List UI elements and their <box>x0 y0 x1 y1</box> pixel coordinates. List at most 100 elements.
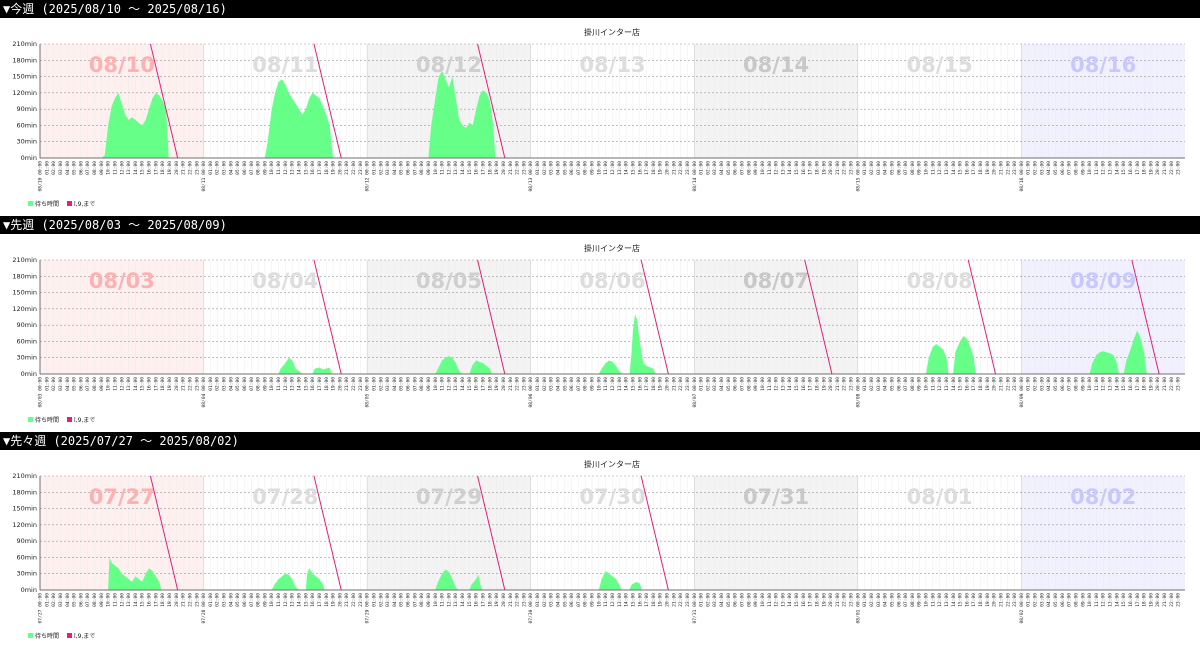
x-tick-label: 22:00 <box>351 593 357 607</box>
chart-title: 掛川インター店 <box>584 27 640 37</box>
x-tick-hour: 00:00 <box>1019 161 1025 175</box>
x-tick-label: 16:00 <box>147 161 153 175</box>
x-tick-label: 11:00 <box>112 593 118 607</box>
x-tick-label: 15:00 <box>303 593 309 607</box>
x-tick-label: 07:00 <box>576 161 582 175</box>
day-label: 08/13 <box>579 53 645 77</box>
day-label: 08/05 <box>416 269 482 293</box>
x-tick-label: 08:00 <box>419 593 425 607</box>
x-tick-label: 14:00 <box>624 593 630 607</box>
x-tick-label: 23:00 <box>1176 593 1182 607</box>
x-tick-label: 18:00 <box>651 377 657 391</box>
x-tick-label: 22:00 <box>187 593 193 607</box>
x-tick-day-prefix: 08/15 <box>855 177 861 191</box>
x-tick-label: 11:00 <box>603 377 609 391</box>
x-tick-label: 06:00 <box>733 593 739 607</box>
legend-label-wait: 待ち時間 <box>35 416 59 424</box>
x-tick-label: 03:00 <box>712 161 718 175</box>
x-tick-label: 08:00 <box>92 377 98 391</box>
x-tick-label: 02:00 <box>51 161 57 175</box>
x-tick-label: 03:00 <box>1039 593 1045 607</box>
x-tick-label: 08/11 00:00 <box>201 161 207 192</box>
x-tick-label: 03:00 <box>58 161 64 175</box>
x-tick-label: 23:00 <box>521 161 527 175</box>
day-label: 07/30 <box>579 485 645 509</box>
x-tick-label: 14:00 <box>951 377 957 391</box>
x-tick-label: 21:00 <box>998 377 1004 391</box>
x-tick-label: 23:00 <box>685 377 691 391</box>
x-tick-label: 20:00 <box>828 377 834 391</box>
x-tick-label: 18:00 <box>978 161 984 175</box>
x-tick-label: 19:00 <box>331 161 337 175</box>
x-tick-hour: 00:00 <box>528 377 534 391</box>
x-tick-label: 07/28 00:00 <box>201 593 207 624</box>
x-tick-label: 02:00 <box>1033 377 1039 391</box>
legend-swatch-until <box>67 201 72 206</box>
x-tick-label: 21:00 <box>835 161 841 175</box>
x-tick-label: 03:00 <box>712 377 718 391</box>
x-tick-label: 03:00 <box>385 161 391 175</box>
x-tick-label: 06:00 <box>569 377 575 391</box>
x-tick-label: 14:00 <box>624 377 630 391</box>
x-tick-label: 11:00 <box>112 161 118 175</box>
day-label: 07/29 <box>416 485 482 509</box>
x-tick-label: 04:00 <box>228 377 234 391</box>
x-tick-label: 18:00 <box>814 593 820 607</box>
x-tick-label: 04:00 <box>1046 377 1052 391</box>
x-tick-label: 15:00 <box>467 377 473 391</box>
x-tick-label: 21:00 <box>998 161 1004 175</box>
x-tick-label: 09:00 <box>99 161 105 175</box>
x-tick-label: 04:00 <box>555 593 561 607</box>
x-tick-label: 08:00 <box>92 161 98 175</box>
x-tick-label: 16:00 <box>801 377 807 391</box>
x-tick-label: 02:00 <box>705 377 711 391</box>
x-tick-label: 11:00 <box>1094 593 1100 607</box>
x-tick-label: 12:00 <box>1101 377 1107 391</box>
chart-title: 掛川インター店 <box>584 243 640 253</box>
x-tick-label: 17:00 <box>317 593 323 607</box>
x-tick-label: 11:00 <box>930 593 936 607</box>
x-tick-label: 20:00 <box>337 161 343 175</box>
x-tick-label: 16:00 <box>147 377 153 391</box>
day-label: 08/08 <box>907 269 973 293</box>
x-tick-label: 21:00 <box>344 377 350 391</box>
x-tick-label: 08/06 00:00 <box>528 377 534 408</box>
x-tick-label: 16:00 <box>637 593 643 607</box>
x-tick-label: 09:00 <box>1080 377 1086 391</box>
x-tick-label: 19:00 <box>1148 161 1154 175</box>
x-tick-label: 16:00 <box>1128 593 1134 607</box>
x-tick-label: 19:00 <box>167 161 173 175</box>
x-tick-day-prefix: 08/12 <box>365 177 371 191</box>
x-tick-label: 10:00 <box>269 377 275 391</box>
x-tick-label: 05:00 <box>399 161 405 175</box>
x-tick-label: 11:00 <box>603 593 609 607</box>
x-tick-label: 17:00 <box>153 161 159 175</box>
x-tick-label: 19:00 <box>494 161 500 175</box>
x-tick-label: 22:00 <box>1169 161 1175 175</box>
x-tick-label: 07/29 00:00 <box>365 593 371 624</box>
x-tick-label: 14:00 <box>460 593 466 607</box>
x-tick-label: 09:00 <box>590 161 596 175</box>
x-tick-label: 21:00 <box>1162 377 1168 391</box>
x-tick-label: 17:00 <box>971 377 977 391</box>
x-tick-day-prefix: 08/08 <box>855 393 861 407</box>
x-tick-label: 06:00 <box>1060 161 1066 175</box>
x-tick-label: 18:00 <box>651 161 657 175</box>
x-tick-label: 10:00 <box>1087 161 1093 175</box>
x-tick-label: 13:00 <box>126 377 132 391</box>
x-tick-label: 19:00 <box>821 161 827 175</box>
x-tick-label: 23:00 <box>358 593 364 607</box>
chart-last-week: 0min30min60min90min120min150min180min210… <box>0 234 1200 432</box>
x-tick-label: 08:00 <box>256 161 262 175</box>
x-tick-label: 02:00 <box>1033 593 1039 607</box>
x-tick-label: 19:00 <box>658 377 664 391</box>
x-tick-label: 18:00 <box>160 593 166 607</box>
x-tick-label: 06:00 <box>78 593 84 607</box>
y-tick-label: 120min <box>12 305 37 313</box>
x-tick-label: 15:00 <box>958 593 964 607</box>
x-tick-label: 16:00 <box>637 161 643 175</box>
x-tick-label: 12:00 <box>610 593 616 607</box>
x-tick-label: 06:00 <box>1060 377 1066 391</box>
x-tick-label: 17:00 <box>481 377 487 391</box>
x-tick-label: 13:00 <box>780 593 786 607</box>
